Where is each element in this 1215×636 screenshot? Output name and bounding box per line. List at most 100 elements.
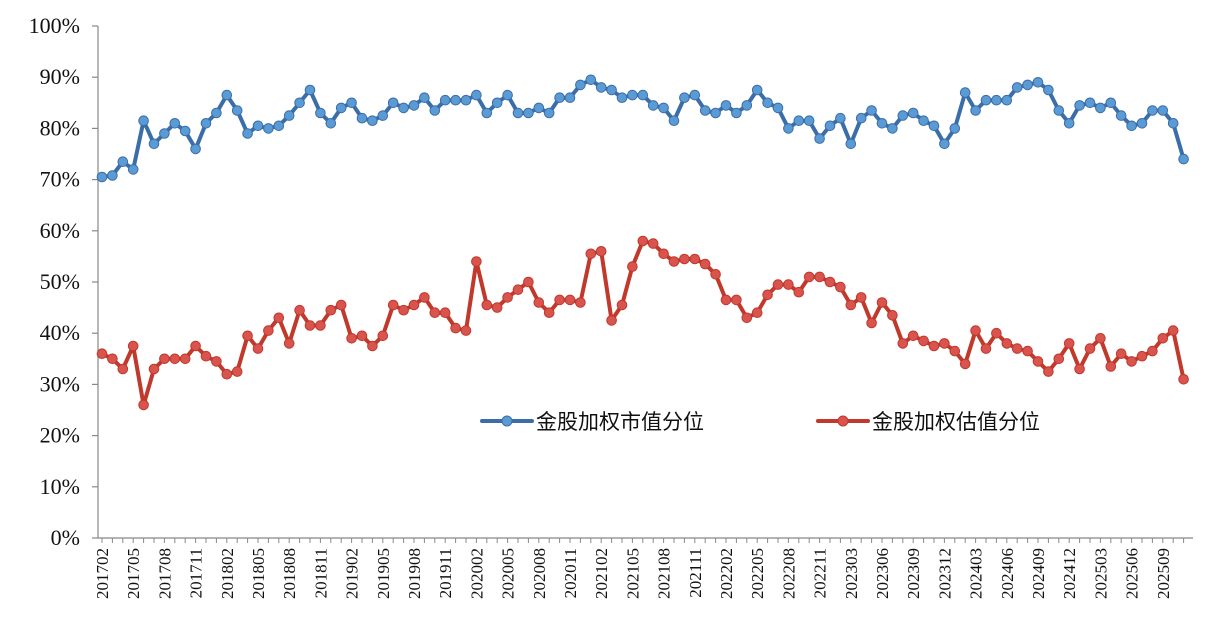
data-point (720, 100, 732, 111)
data-point (450, 322, 461, 334)
data-point (512, 107, 524, 119)
data-point (543, 107, 555, 119)
data-point (1074, 363, 1085, 375)
x-tick-label: 202002 (467, 548, 486, 599)
data-point (1147, 345, 1158, 357)
data-point (377, 330, 389, 342)
data-point (543, 307, 555, 319)
legend-label: 金股加权市值分位 (536, 410, 704, 434)
x-axis: 201702 201705 201708 201711 201802 201805 2018… (93, 537, 1193, 599)
data-point (970, 325, 981, 336)
x-tick-label: 201908 (405, 548, 424, 599)
data-point (159, 128, 170, 139)
data-point (263, 325, 274, 336)
data-point (627, 89, 638, 101)
x-tick-label: 202503 (1091, 548, 1110, 599)
data-point (481, 299, 493, 311)
data-point (616, 92, 628, 103)
x-tick-label: 202303 (842, 548, 861, 599)
x-tick-label: 201802 (218, 548, 237, 599)
data-point (585, 248, 597, 260)
data-point (491, 97, 503, 109)
data-point (814, 271, 825, 283)
data-point (668, 256, 680, 267)
data-point (1178, 153, 1189, 165)
data-point (637, 235, 649, 247)
series-line (100, 239, 1186, 407)
x-tick-label: 202409 (1029, 548, 1048, 599)
data-point (190, 340, 201, 352)
y-tick-label: 50% (40, 269, 80, 294)
x-tick-label: 202208 (779, 548, 798, 599)
data-point (127, 340, 139, 352)
data-point (793, 115, 805, 126)
data-point (1157, 333, 1169, 344)
data-point (1032, 356, 1044, 367)
data-point (751, 307, 763, 319)
data-point (190, 143, 201, 155)
x-tick-label: 202105 (623, 548, 642, 599)
data-point (564, 92, 576, 103)
x-tick-label: 201808 (280, 548, 299, 599)
x-tick-label: 201711 (187, 548, 206, 598)
data-point (959, 87, 971, 98)
data-point (897, 338, 909, 349)
data-point (855, 292, 867, 303)
x-tick-label: 202202 (717, 548, 736, 599)
data-point (387, 299, 399, 311)
x-tick-label: 201811 (311, 548, 330, 598)
y-tick-label: 10% (40, 474, 80, 499)
data-point (200, 350, 212, 362)
x-tick-label: 202005 (499, 548, 518, 599)
data-point (783, 279, 794, 290)
data-point (221, 368, 233, 380)
data-point (710, 269, 721, 280)
data-point (876, 297, 888, 308)
data-point (783, 123, 794, 134)
y-axis: 0% 10% 20% 30% 40% 50% 60% 70% 80% 90% 100% (29, 13, 99, 550)
data-point (887, 310, 898, 321)
data-point (117, 156, 129, 167)
data-point (1053, 353, 1065, 365)
x-tick-label: 202102 (592, 548, 611, 599)
data-point (637, 89, 649, 101)
data-point (1022, 79, 1033, 91)
data-point (304, 84, 316, 96)
data-point (231, 105, 243, 116)
data-point (211, 107, 222, 119)
data-point (96, 171, 108, 183)
legend-item-1: 金股加权市值分位 (480, 410, 704, 434)
x-tick-label: 201805 (249, 548, 268, 599)
data-point (1043, 366, 1054, 377)
data-point (335, 299, 347, 311)
data-point (1105, 97, 1117, 109)
data-point (1063, 338, 1075, 349)
data-point (835, 281, 846, 293)
data-point (367, 340, 378, 352)
data-point (367, 115, 378, 126)
data-point (658, 248, 669, 260)
data-point (169, 118, 181, 129)
data-point (1136, 350, 1148, 362)
x-tick-label: 202312 (935, 548, 954, 599)
data-point (575, 79, 586, 91)
data-point (606, 315, 617, 326)
data-point (980, 94, 992, 106)
data-point (398, 102, 409, 114)
data-point (897, 110, 909, 121)
data-point (762, 97, 773, 109)
data-point (575, 297, 586, 308)
data-point (179, 353, 191, 365)
data-point (460, 325, 472, 336)
data-point (283, 338, 295, 349)
x-tick-label: 202108 (655, 548, 674, 599)
x-tick-label: 202211 (811, 548, 830, 598)
data-point (959, 358, 971, 370)
y-tick-label: 100% (29, 13, 80, 38)
x-tick-label: 202403 (967, 548, 986, 599)
data-point (325, 304, 337, 316)
data-point (720, 294, 732, 306)
data-point (949, 123, 961, 134)
y-tick-label: 80% (40, 115, 80, 140)
